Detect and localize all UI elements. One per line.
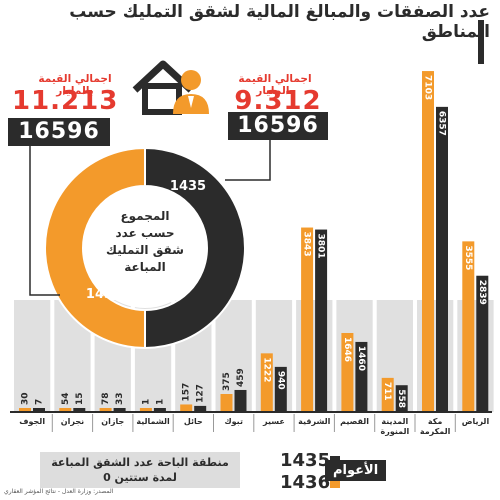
donut-center-text: شقق التمليك — [106, 243, 184, 257]
donut-chart: المجموع حسب عدد شقق التمليك المباعة 1435 1436 — [44, 146, 246, 350]
bar-1435 — [395, 385, 408, 412]
legend-label-1436: 1436 — [280, 472, 331, 493]
data-label-1435: 1460 — [356, 346, 366, 371]
bar-1435 — [436, 106, 448, 412]
connector-lines — [29, 140, 271, 296]
data-label-1435: 3801 — [316, 234, 326, 259]
title-accent-bar — [478, 20, 484, 64]
data-label-1436: 1 — [141, 399, 151, 405]
left-stat-value: 11.213 — [12, 86, 119, 116]
donut-slice-1435 — [144, 146, 246, 350]
donut-label-1436: 1436 — [86, 287, 122, 302]
data-label-1436: 30 — [21, 392, 31, 405]
bar-1435 — [73, 408, 86, 412]
bar-1435 — [113, 408, 126, 412]
category-label: القصيم — [340, 417, 369, 426]
chart-title: عدد الصفقات والمبالغ المالية لشقق التملي… — [69, 2, 490, 42]
bar-1435 — [33, 408, 45, 412]
category-label: الشرقية — [298, 417, 330, 426]
donut-center-text: المباعة — [124, 260, 166, 274]
category-axis: الجوف نجران جازان الشمالية حائل تبوك عسير الشرق… — [10, 411, 492, 436]
bar-1436 — [301, 227, 314, 412]
bar-1435 — [315, 229, 328, 412]
connector-1436 — [29, 146, 60, 296]
data-label-1436: 375 — [222, 372, 232, 391]
data-label-1435: 1 — [155, 399, 165, 405]
data-label-1436: 3843 — [302, 232, 312, 257]
connector-1435 — [225, 140, 271, 181]
bar-1436 — [220, 394, 233, 412]
data-label-1436: 157 — [182, 383, 192, 402]
bar-1436 — [462, 241, 475, 412]
category-label: حائل — [184, 417, 203, 426]
data-label-1435: 558 — [396, 389, 406, 408]
bar-1435 — [153, 408, 166, 412]
donut-slice-1436 — [44, 146, 146, 350]
data-label-1436: 54 — [61, 392, 71, 405]
data-label-1435: 33 — [115, 392, 125, 405]
right-stat-label: اجمالي القيمة بالمليار — [238, 73, 312, 97]
left-stat-label: اجمالي القيمة بالمليار — [38, 73, 112, 97]
bar-1436 — [19, 408, 31, 412]
bar-1436 — [180, 404, 193, 412]
bar-1436 — [99, 408, 112, 412]
donut-center-text: المجموع — [120, 209, 169, 224]
donut-hole — [85, 188, 205, 308]
legend-label-1435: 1435 — [280, 450, 331, 471]
footnote: منطقة الباحة عدد الشقق المباعة لمدة ستتي… — [40, 452, 240, 488]
data-label-1436: 1222 — [261, 357, 271, 382]
right-stat-value: 9.312 — [234, 86, 322, 116]
data-label-1435: 459 — [236, 368, 246, 387]
category-label: جازان — [101, 417, 124, 426]
bar-1436 — [59, 408, 72, 412]
category-label: عسير — [262, 417, 285, 426]
left-stat-count: 16596 — [8, 118, 110, 146]
bar-1436 — [260, 353, 273, 412]
category-label: الجوف — [19, 417, 45, 426]
bar-1435 — [234, 389, 247, 412]
donut-label-1435: 1435 — [170, 179, 206, 194]
bar-1436 — [381, 377, 394, 412]
data-label-1435: 7 — [35, 399, 45, 405]
category-label: الشمالية — [136, 417, 170, 426]
data-label-1436: 3555 — [463, 245, 473, 270]
data-label-1436: 1646 — [342, 337, 352, 362]
donut-center-text: حسب عدد — [115, 226, 174, 240]
right-stat-count: 16596 — [228, 112, 328, 140]
data-label-1435: 2839 — [477, 280, 487, 305]
data-label-1435: 940 — [275, 371, 285, 390]
house-person-icon — [132, 60, 209, 115]
category-label: تبوك — [224, 417, 243, 426]
legend-title: الأعوام — [325, 460, 387, 481]
legend-swatch-1436 — [330, 478, 340, 488]
data-label-1436: 711 — [382, 382, 392, 401]
category-label: نجران — [61, 417, 84, 426]
category-label: مكة المكرمة — [420, 417, 451, 436]
bar-1435 — [476, 275, 489, 412]
data-label-1435: 15 — [75, 392, 85, 405]
column-bg — [14, 300, 51, 412]
data-label-1435: 127 — [196, 384, 206, 403]
category-label: الرياض — [462, 417, 490, 427]
bar-1435 — [355, 341, 368, 412]
bar-1435 — [274, 366, 287, 412]
data-label-1436: 78 — [101, 392, 111, 405]
source-note: المصدر: وزارة العدل - نتائج المؤشر العقا… — [4, 488, 114, 495]
bar-1436 — [341, 332, 354, 412]
bar-1435 — [194, 405, 207, 412]
data-label-1436: 7103 — [423, 75, 433, 100]
bars: 30 7 54 15 78 33 1 1 157 127 375 459 1222 940 3843 3801… — [19, 71, 489, 412]
bar-1436 — [139, 408, 152, 412]
data-label-1435: 6357 — [437, 111, 447, 136]
category-label: المدينة المنورة — [380, 417, 409, 436]
bar-1436 — [422, 71, 434, 412]
